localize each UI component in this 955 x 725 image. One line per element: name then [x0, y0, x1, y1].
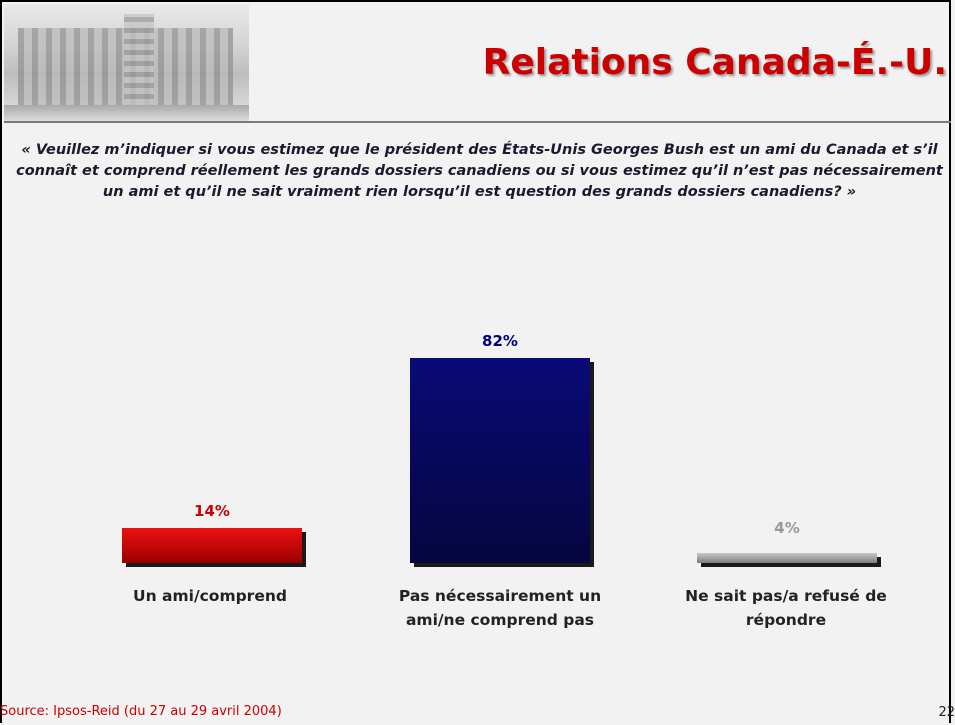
value-label-ne-sait-pas: 4%: [774, 519, 799, 537]
bar-ne-sait-pas: [697, 553, 877, 563]
building-tower: [124, 14, 154, 110]
bar-pas-ami: [410, 358, 590, 563]
value-label-pas-ami: 82%: [482, 332, 518, 350]
category-label-pas-ami: Pas nécessairement un ami/ne comprend pa…: [398, 587, 602, 629]
slide-title: Relations Canada-É.-U.: [482, 42, 947, 83]
building-ground: [4, 105, 249, 121]
value-label-ami: 14%: [194, 502, 230, 520]
category-label-ne-sait-pas: Ne sait pas/a refusé de répondre: [685, 587, 887, 629]
bar-ami: [122, 528, 302, 563]
source-note: Source: Ipsos-Reid (du 27 au 29 avril 20…: [0, 704, 282, 719]
category-label-ami: Un ami/comprend: [133, 587, 287, 605]
page-number: 22: [938, 705, 955, 720]
parliament-building-photo: [4, 4, 249, 121]
header-divider: [4, 121, 951, 123]
survey-question: « Veuillez m’indiquer si vous estimez qu…: [16, 142, 943, 200]
